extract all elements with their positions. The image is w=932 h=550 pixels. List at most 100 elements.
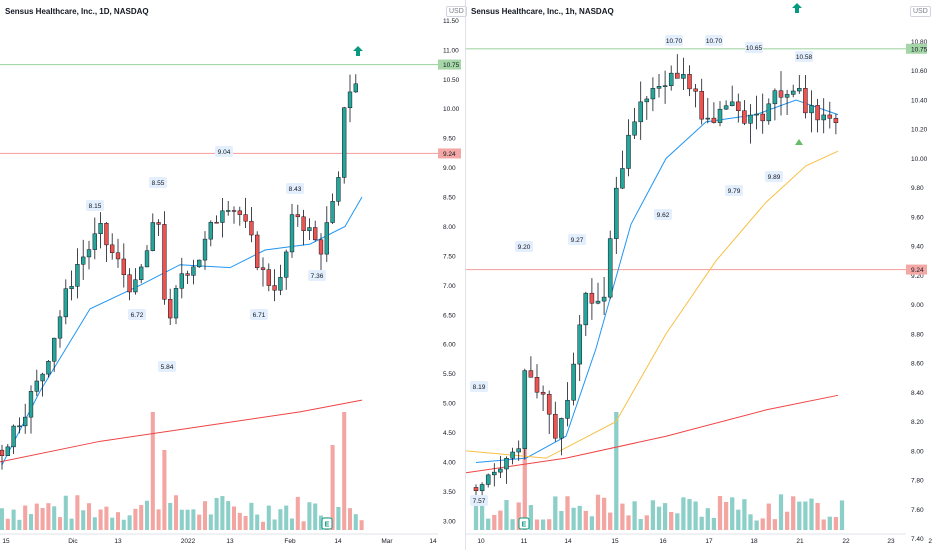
- candle-body: [191, 266, 196, 276]
- volume-bar: [86, 503, 92, 530]
- price-annotation-bubble: [128, 309, 146, 320]
- candle-body: [52, 337, 57, 362]
- candle-body: [34, 380, 39, 392]
- volume-bar: [347, 508, 353, 530]
- currency-label[interactable]: USD: [446, 6, 467, 17]
- volume-bar: [115, 512, 121, 530]
- y-tick-label: 9.00: [911, 302, 924, 309]
- volume-bar: [638, 519, 643, 530]
- daily-chart-pane[interactable]: Sensus Healthcare, Inc., 1D, NASDAQ USD …: [0, 0, 467, 550]
- daily-chart-svg[interactable]: 3.00 3.50 4.00 4.50 5.00 5.50 6.00 6.50 7.00 7.50…: [0, 0, 466, 550]
- volume-bar: [23, 505, 28, 530]
- volume-bar: [255, 514, 260, 530]
- volume-bar: [473, 501, 479, 530]
- candle-body: [127, 274, 132, 293]
- candle-body: [173, 288, 179, 319]
- price-annotation-text: 6.71: [253, 312, 266, 319]
- price-annotation-text: 10.65: [746, 45, 763, 52]
- volume-bar: [40, 508, 45, 530]
- volume-bar: [144, 500, 150, 530]
- candle-body: [681, 74, 686, 79]
- price-annotation-bubble: [308, 270, 326, 281]
- volume-bar: [289, 518, 295, 530]
- volume-bar: [63, 495, 68, 530]
- volume-bar: [110, 517, 115, 530]
- volume-bar: [202, 501, 208, 530]
- candle-body: [347, 91, 353, 109]
- price-annotation-text: 9.04: [218, 149, 231, 156]
- candle-body: [772, 90, 778, 105]
- price-annotation-bubble: [665, 35, 683, 46]
- pane-divider[interactable]: [465, 0, 466, 550]
- price-annotation-bubble: [515, 241, 533, 252]
- x-tick-label: 13: [114, 538, 122, 545]
- y-tick-label: 4.50: [443, 430, 456, 437]
- volume-bar: [540, 519, 546, 530]
- candle-body: [705, 117, 711, 120]
- price-annotation-text: 8.19: [473, 384, 486, 391]
- y-tick-label: 10.20: [911, 127, 928, 134]
- y-tick-label: 3.50: [443, 489, 456, 496]
- volume-bar: [534, 519, 540, 530]
- candle-body: [307, 227, 312, 231]
- x-tick-label: 15: [2, 538, 10, 545]
- candle-body: [40, 373, 45, 382]
- candle-body: [133, 279, 138, 293]
- price-annotation-text: 7.57: [473, 498, 486, 505]
- volume-bar: [104, 506, 109, 530]
- price-annotation-text: 10.70: [706, 38, 723, 45]
- volume-bar: [693, 501, 698, 530]
- candle-body: [139, 266, 144, 281]
- price-annotation-text: 9.27: [571, 237, 584, 244]
- price-annotation-text: 5.84: [161, 364, 174, 371]
- candle-body: [516, 448, 521, 453]
- volume-bar: [81, 510, 86, 530]
- volume-bar: [34, 503, 39, 530]
- candle-body: [23, 416, 28, 427]
- candle-body: [75, 264, 80, 287]
- volume-bar: [173, 495, 179, 530]
- candle-body: [638, 101, 643, 123]
- candle-body: [498, 468, 503, 473]
- y-tick-label: 7.60: [911, 507, 924, 514]
- candle-body: [46, 361, 51, 375]
- candle-body: [784, 94, 790, 98]
- volume-bar: [748, 514, 753, 530]
- candle-body: [540, 391, 546, 395]
- currency-label[interactable]: USD: [910, 6, 931, 17]
- candle-body: [237, 210, 242, 215]
- y-tick-label: 10.80: [911, 39, 928, 46]
- y-tick-label: 6.00: [443, 342, 456, 349]
- volume-bar: [833, 517, 839, 530]
- hourly-chart-pane[interactable]: Sensus Healthcare, Inc., 1h, NASDAQ USD …: [466, 0, 932, 550]
- price-annotation-bubble: [795, 51, 813, 62]
- candle-body: [278, 277, 283, 291]
- candle-body: [63, 288, 68, 318]
- price-annotation-bubble: [568, 234, 586, 245]
- candle-body: [57, 316, 63, 339]
- price-annotation-bubble: [158, 361, 176, 372]
- hourly-chart-svg[interactable]: 7.40 7.60 7.80 8.00 8.20 8.40 8.60 8.80 9.00 9.20…: [466, 0, 932, 550]
- volume-bar: [778, 494, 784, 530]
- volume-bar: [313, 503, 318, 530]
- candle-body: [92, 233, 97, 250]
- volume-bar: [595, 494, 601, 530]
- volume-bar: [5, 518, 10, 530]
- candle-body: [144, 250, 150, 268]
- volume-bar: [226, 501, 231, 530]
- y-tick-label: 11.50: [443, 18, 459, 25]
- y-tick-label: 7.80: [911, 478, 924, 485]
- candle-body: [553, 413, 558, 439]
- candle-body: [11, 425, 16, 448]
- moving-average-line: [475, 99, 839, 464]
- volume-bar: [766, 503, 771, 530]
- candle-body: [5, 446, 10, 456]
- y-tick-label: 9.60: [911, 214, 924, 221]
- price-annotation-text: 8.43: [289, 186, 302, 193]
- y-tick-label: 10.00: [911, 156, 928, 163]
- candle-body: [289, 214, 295, 253]
- candle-body: [243, 214, 248, 222]
- volume-bar: [127, 515, 132, 530]
- candle-body: [324, 222, 329, 255]
- volume-bar: [353, 514, 358, 530]
